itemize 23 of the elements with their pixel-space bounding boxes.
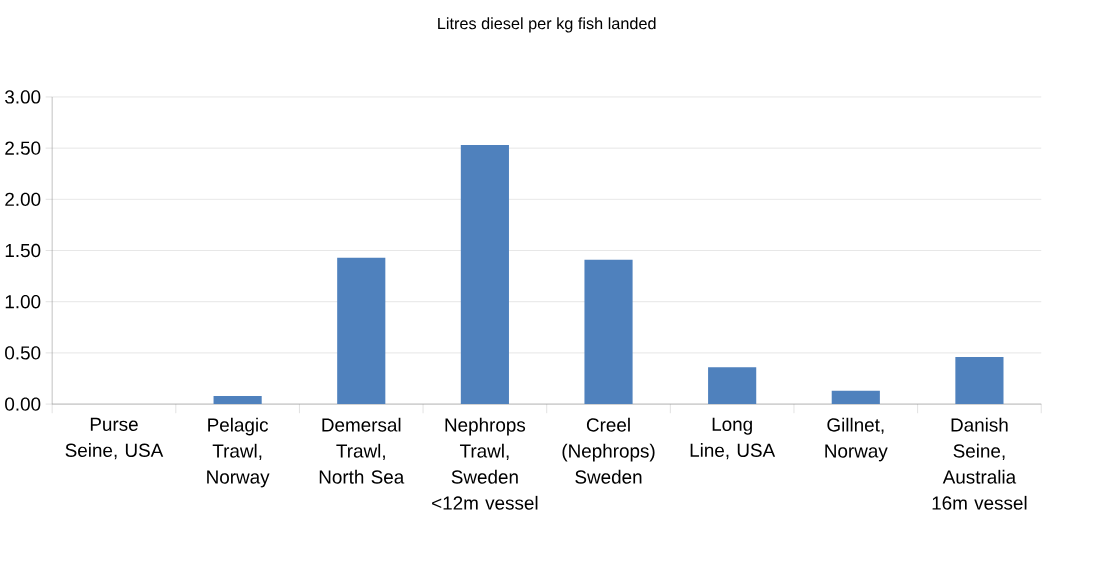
x-tick-label: Creel (Nephrops) Sweden — [562, 418, 655, 484]
y-tick-label: 1.50 — [5, 244, 41, 258]
x-tick-label: Demersal Trawl, North Sea — [319, 418, 405, 484]
x-tick-label: Danish Seine, Australia 16m vessel — [932, 418, 1027, 510]
bar — [337, 257, 386, 405]
x-tick-label: Pelagic Trawl, Norway — [207, 418, 270, 488]
bar — [460, 145, 509, 405]
y-tick-label: 1.00 — [5, 295, 41, 309]
bar — [584, 259, 633, 405]
bar — [955, 357, 1004, 405]
y-tick-label: 0.00 — [5, 397, 41, 411]
bar — [213, 396, 262, 405]
y-tick-label: 2.50 — [5, 141, 41, 156]
bar — [708, 367, 757, 405]
x-tick-label: Nephrops Trawl, Sweden <12m vessel — [432, 418, 538, 510]
x-tick-label: Gillnet, Norway — [825, 418, 888, 462]
bar — [831, 391, 880, 405]
x-tick-label: Long Line, USA — [690, 418, 776, 460]
x-tick-label: Purse Seine, USA — [65, 418, 164, 460]
y-tick-label: 2.00 — [5, 192, 41, 207]
chart-title: Litres diesel per kg fish landed — [438, 17, 656, 33]
y-tick-label: 3.00 — [5, 90, 41, 104]
y-tick-label: 0.50 — [5, 346, 41, 360]
